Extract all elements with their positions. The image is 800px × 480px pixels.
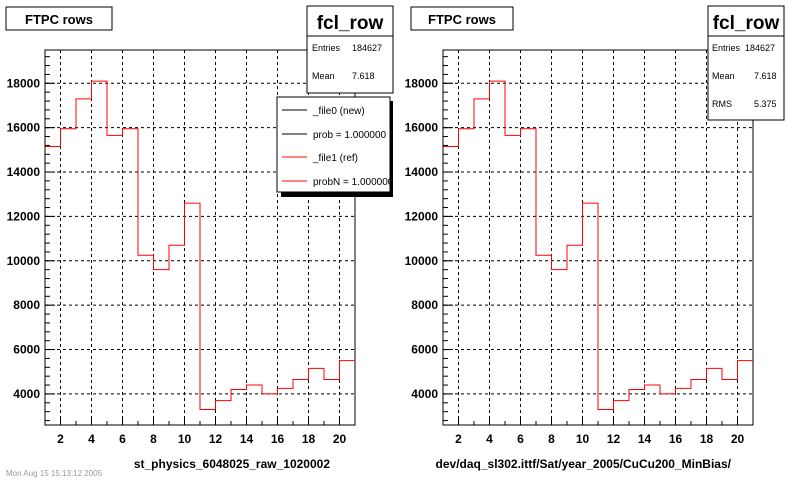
x-tick-label: 8 <box>150 432 157 446</box>
x-tick-label: 14 <box>638 432 652 446</box>
right-stats-name: fcl_row <box>713 13 780 34</box>
x-tick-label: 2 <box>57 432 64 446</box>
right-stats-entries-value: 184627 <box>745 43 775 53</box>
right-panel: 2 4 6 8 10 12 14 16 18 20 4000 6000 8000 10000 12000 14… <box>405 5 785 471</box>
x-tick-label: 20 <box>731 432 745 446</box>
x-tick-label: 16 <box>669 432 683 446</box>
x-tick-label: 18 <box>700 432 714 446</box>
x-tick-label: 8 <box>548 432 555 446</box>
legend-label-2: _file1 (ref) <box>312 153 358 164</box>
right-stats-rms-value: 5.375 <box>754 99 777 109</box>
left-stats-box <box>306 5 394 94</box>
right-x-label: dev/daq_sl302.ittf/Sat/year_2005/CuCu200… <box>436 457 732 471</box>
x-tick-label: 10 <box>576 432 590 446</box>
y-tick-label: 18000 <box>7 76 41 90</box>
right-stats-box <box>707 5 785 121</box>
left-title-box <box>5 6 113 31</box>
timestamp: Mon Aug 15 15:13:12 2005 <box>6 469 103 478</box>
left-stats-entries-label: Entries <box>312 43 341 53</box>
y-tick-label: 16000 <box>405 121 439 135</box>
right-stats-entries-label: Entries <box>712 43 741 53</box>
x-tick-label: 10 <box>178 432 192 446</box>
x-tick-label: 6 <box>119 432 126 446</box>
y-tick-label: 10000 <box>7 254 41 268</box>
right-stats-mean-label: Mean <box>712 71 735 81</box>
right-title: FTPC rows <box>428 12 496 27</box>
legend-box <box>276 96 391 193</box>
right-stats-rms-label: RMS <box>712 99 732 109</box>
legend-label-0: _file0 (new) <box>312 106 365 117</box>
y-tick-label: 14000 <box>405 165 439 179</box>
right-stats-mean-value: 7.618 <box>754 71 777 81</box>
x-tick-label: 2 <box>455 432 462 446</box>
left-stats-entries-value: 184627 <box>352 43 382 53</box>
y-tick-label: 10000 <box>405 254 439 268</box>
y-tick-label: 8000 <box>13 298 40 312</box>
left-axes: 2 4 6 8 10 12 14 16 18 20 4000 6000 8000 10000 12000 14… <box>7 56 356 446</box>
x-tick-label: 12 <box>209 432 223 446</box>
y-tick-label: 12000 <box>7 209 41 223</box>
y-tick-label: 18000 <box>405 76 439 90</box>
left-x-label: st_physics_6048025_raw_1020002 <box>134 457 330 471</box>
y-tick-label: 4000 <box>13 387 40 401</box>
y-tick-label: 16000 <box>7 121 41 135</box>
x-tick-label: 20 <box>333 432 347 446</box>
x-tick-label: 12 <box>607 432 621 446</box>
right-title-box <box>410 6 514 31</box>
left-histogram-line <box>45 80 355 410</box>
left-stats-mean-value: 7.618 <box>352 71 375 81</box>
y-tick-label: 8000 <box>411 298 438 312</box>
y-tick-label: 14000 <box>7 165 41 179</box>
y-tick-label: 6000 <box>13 343 40 357</box>
left-title: FTPC rows <box>25 12 93 27</box>
x-tick-label: 4 <box>486 432 493 446</box>
legend-label-1: prob = 1.000000 <box>313 130 387 141</box>
left-stats-name: fcl_row <box>317 13 384 34</box>
legend: _file0 (new) prob = 1.000000 _file1 (ref… <box>282 106 394 188</box>
x-tick-label: 16 <box>271 432 285 446</box>
legend-label-3: probN = 1.000000 <box>313 177 394 188</box>
left-stats-mean-label: Mean <box>312 71 335 81</box>
y-tick-label: 6000 <box>411 343 438 357</box>
left-panel: 2 4 6 8 10 12 14 16 18 20 4000 6000 8000 10000 12000 14… <box>5 5 394 471</box>
x-tick-label: 18 <box>302 432 316 446</box>
x-tick-label: 14 <box>240 432 254 446</box>
right-axes: 2 4 6 8 10 12 14 16 18 20 4000 6000 8000 10000 12000 14… <box>405 56 754 446</box>
x-tick-label: 4 <box>88 432 95 446</box>
y-tick-label: 12000 <box>405 209 439 223</box>
x-tick-label: 6 <box>517 432 524 446</box>
right-histogram-line <box>443 80 753 410</box>
y-tick-label: 4000 <box>411 387 438 401</box>
right-grid <box>443 50 753 425</box>
